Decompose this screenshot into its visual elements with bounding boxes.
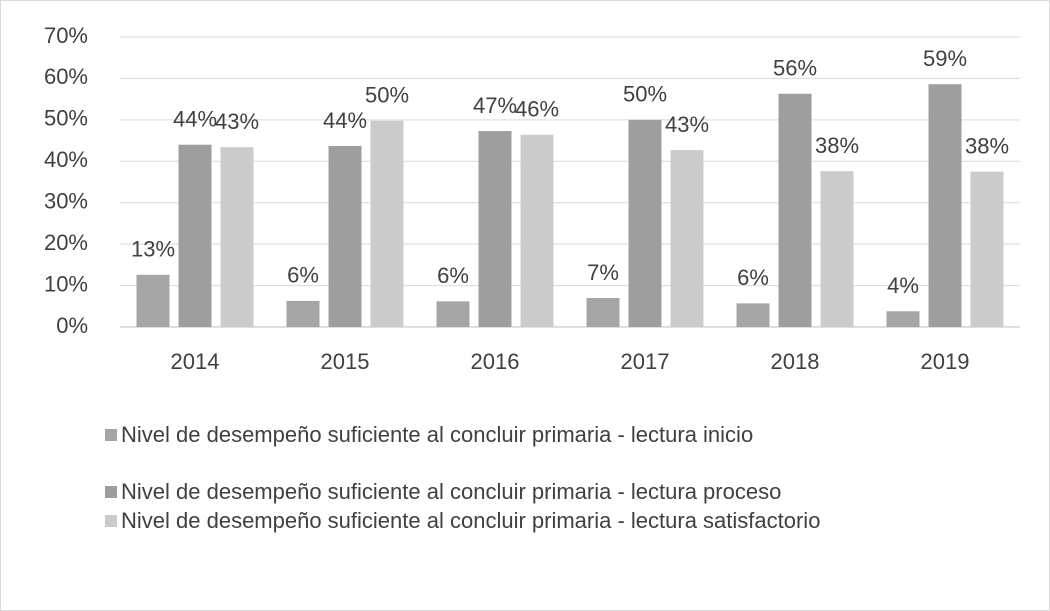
data-label: 6% <box>437 263 469 288</box>
data-label: 7% <box>587 260 619 285</box>
bar <box>820 171 854 327</box>
data-label: 6% <box>737 265 769 290</box>
data-label: 38% <box>965 133 1009 158</box>
legend-swatch <box>105 486 117 498</box>
bar <box>478 131 512 327</box>
x-tick-label: 2014 <box>171 349 220 374</box>
bar <box>886 311 920 327</box>
y-tick-label: 60% <box>44 64 88 89</box>
bar <box>970 171 1004 327</box>
data-label: 59% <box>923 46 967 71</box>
legend-label: Nivel de desempeño suficiente al conclui… <box>121 479 782 504</box>
bar <box>586 298 620 327</box>
y-tick-label: 10% <box>44 271 88 296</box>
legend: Nivel de desempeño suficiente al conclui… <box>105 420 925 535</box>
bar <box>220 147 254 327</box>
data-label: 47% <box>473 93 517 118</box>
data-label: 6% <box>287 263 319 288</box>
x-tick-label: 2015 <box>321 349 370 374</box>
legend-entry: Nivel de desempeño suficiente al conclui… <box>105 506 925 535</box>
x-tick-label: 2019 <box>921 349 970 374</box>
data-label: 43% <box>215 109 259 134</box>
data-label: 44% <box>173 107 217 132</box>
legend-entry: Nivel de desempeño suficiente al conclui… <box>105 477 925 506</box>
x-tick-label: 2017 <box>621 349 670 374</box>
y-tick-label: 40% <box>44 147 88 172</box>
data-label: 44% <box>323 108 367 133</box>
data-label: 50% <box>365 82 409 107</box>
bar <box>736 303 770 327</box>
y-tick-label: 50% <box>44 106 88 131</box>
bar <box>436 301 470 327</box>
legend-entry: Nivel de desempeño suficiente al conclui… <box>105 420 925 449</box>
legend-label: Nivel de desempeño suficiente al conclui… <box>121 422 754 447</box>
legend-label: Nivel de desempeño suficiente al conclui… <box>121 508 821 533</box>
data-label: 38% <box>815 133 859 158</box>
bar <box>520 134 554 327</box>
bar <box>670 150 704 327</box>
y-tick-label: 70% <box>44 23 88 48</box>
bar <box>628 119 662 327</box>
bar <box>136 274 170 327</box>
bar <box>328 145 362 327</box>
data-label: 43% <box>665 112 709 137</box>
bar <box>778 93 812 327</box>
legend-swatch <box>105 429 117 441</box>
y-tick-label: 20% <box>44 230 88 255</box>
bar <box>370 120 404 327</box>
y-tick-label: 0% <box>56 313 88 338</box>
data-label: 50% <box>623 82 667 107</box>
x-tick-label: 2016 <box>471 349 520 374</box>
x-tick-label: 2018 <box>771 349 820 374</box>
data-label: 13% <box>131 237 175 262</box>
data-label: 56% <box>773 56 817 81</box>
bar <box>286 300 320 327</box>
y-tick-label: 30% <box>44 189 88 214</box>
legend-swatch <box>105 515 117 527</box>
data-label: 4% <box>887 273 919 298</box>
bar <box>928 84 962 327</box>
bar <box>178 144 212 327</box>
data-label: 46% <box>515 97 559 122</box>
